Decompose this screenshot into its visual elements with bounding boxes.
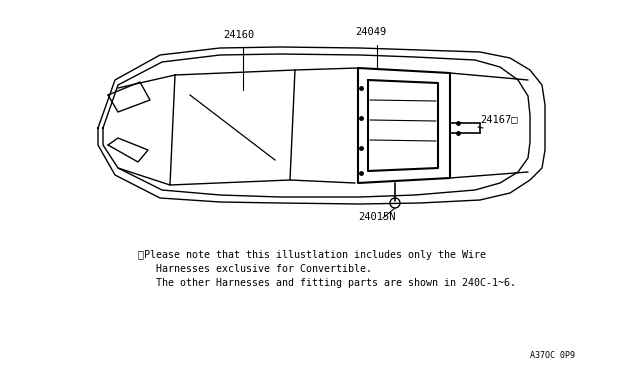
Text: The other Harnesses and fitting parts are shown in 240C-1~6.: The other Harnesses and fitting parts ar… [156,278,516,288]
Text: 24049: 24049 [355,27,387,37]
Text: 24015N: 24015N [358,212,396,222]
Text: A37OC 0P9: A37OC 0P9 [530,351,575,360]
Text: Harnesses exclusive for Convertible.: Harnesses exclusive for Convertible. [156,264,372,274]
Text: 24160: 24160 [223,30,254,40]
Text: ※Please note that this illustlation includes only the Wire: ※Please note that this illustlation incl… [138,250,486,260]
Text: 24167□: 24167□ [480,114,518,124]
